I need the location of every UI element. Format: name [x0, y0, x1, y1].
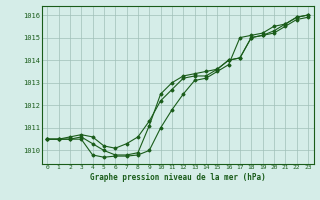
X-axis label: Graphe pression niveau de la mer (hPa): Graphe pression niveau de la mer (hPa)	[90, 173, 266, 182]
